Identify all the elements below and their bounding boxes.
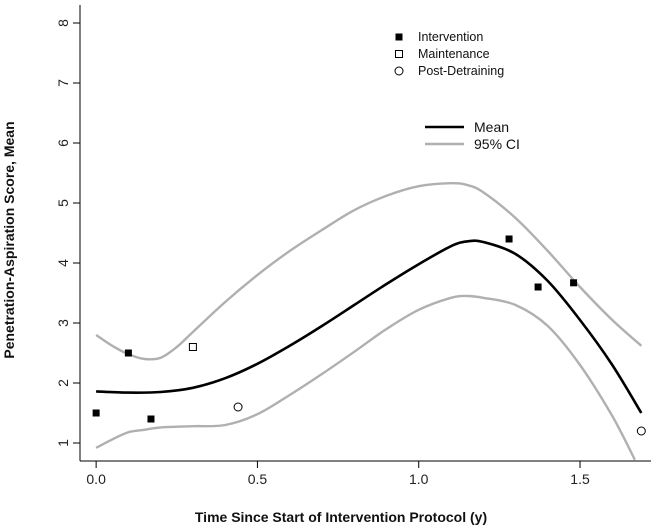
y-tick-label: 8 (55, 19, 71, 27)
filled-square-marker-icon (395, 33, 403, 41)
data-points (92, 235, 646, 436)
ci-upper-curve (95, 181, 643, 361)
intervention-point (570, 279, 578, 287)
intervention-point (147, 415, 155, 423)
ci-lower-curve (95, 294, 636, 461)
y-tick-label: 4 (55, 259, 71, 267)
x-tick-label: 0.5 (248, 471, 268, 487)
mean-line (96, 239, 643, 414)
y-axis-title: Penetration-Aspiration Score, Mean (1, 121, 17, 358)
x-tick-label: 0.0 (86, 471, 106, 487)
legend-label-mean: Mean (474, 119, 509, 135)
legend-label-ci: 95% CI (474, 136, 520, 152)
y-axis: 1 2 3 4 5 6 7 8 (55, 19, 80, 447)
intervention-point (505, 235, 513, 243)
post-detraining-point (636, 426, 646, 436)
ci-lines (95, 181, 643, 461)
x-tick-label: 1.0 (409, 471, 429, 487)
legend-entry-post-detraining: Post-Detraining (394, 64, 504, 78)
post-detraining-point (233, 402, 243, 412)
y-tick-label: 6 (55, 139, 71, 147)
y-tick-label: 3 (55, 319, 71, 327)
legend-entry-ci: 95% CI (425, 136, 520, 152)
x-axis: 0.0 0.5 1.0 1.5 (86, 461, 590, 487)
legend-label-intervention: Intervention (418, 30, 483, 44)
legend-entry-intervention: Intervention (395, 30, 483, 44)
maintenance-point (188, 343, 197, 351)
plot-frame (79, 5, 651, 462)
open-square-marker-icon (395, 50, 403, 58)
legend-entry-mean: Mean (425, 119, 509, 135)
y-tick-label: 1 (55, 439, 71, 447)
intervention-point (124, 349, 132, 357)
open-circle-marker-icon (394, 66, 404, 76)
x-axis-title: Time Since Start of Intervention Protoco… (195, 509, 487, 525)
intervention-point (92, 409, 100, 417)
intervention-point (534, 283, 542, 291)
y-tick-label: 2 (55, 379, 71, 387)
y-tick-label: 7 (55, 79, 71, 87)
x-tick-label: 1.5 (570, 471, 590, 487)
legend-label-maintenance: Maintenance (418, 47, 490, 61)
legend-markers: Intervention Maintenance Post-Detraining… (394, 30, 520, 152)
y-tick-label: 5 (55, 199, 71, 207)
legend-entry-maintenance: Maintenance (395, 47, 490, 61)
legend-label-post-detraining: Post-Detraining (418, 64, 504, 78)
mean-curve (96, 239, 643, 414)
